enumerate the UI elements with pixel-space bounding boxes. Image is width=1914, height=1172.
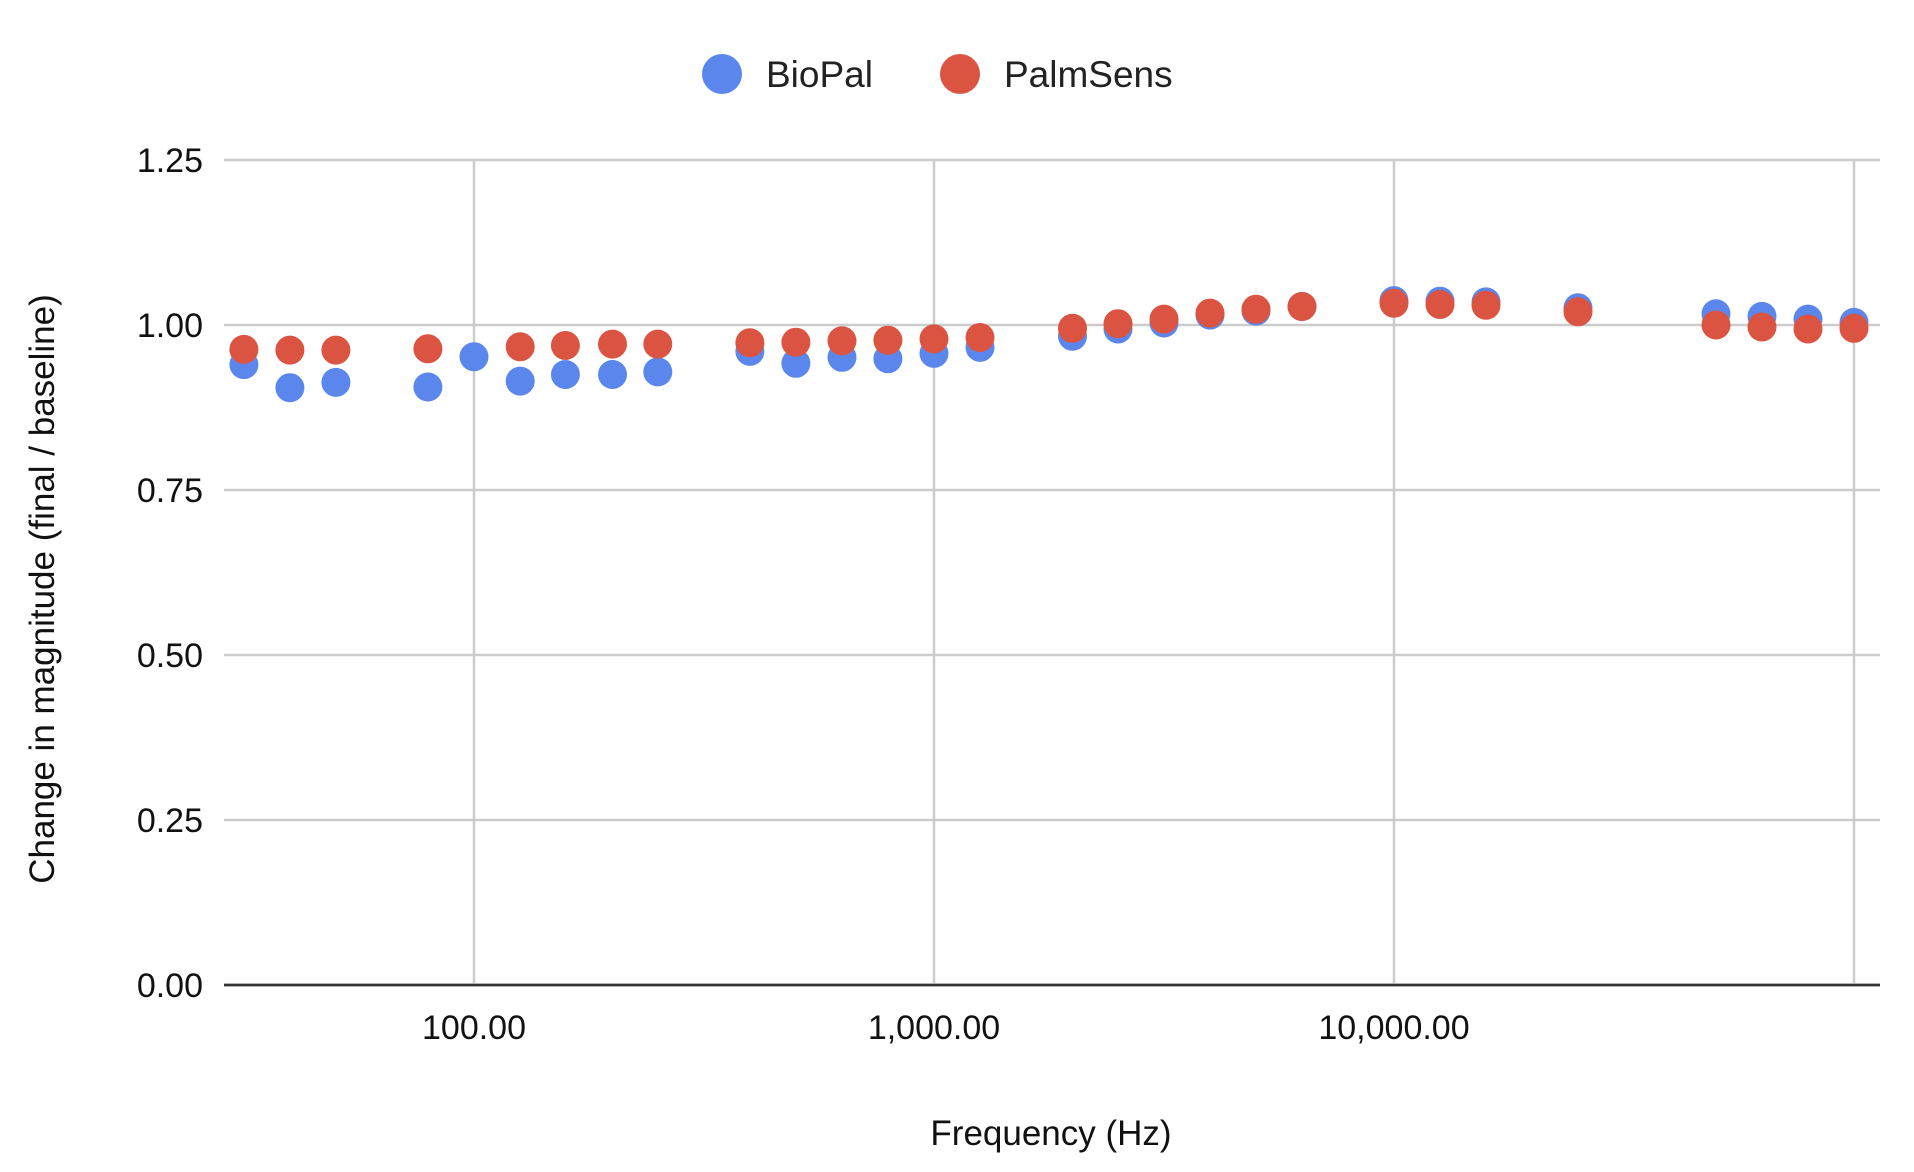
legend-label-palmsens: PalmSens <box>1004 54 1173 95</box>
data-point-biopal <box>459 342 489 372</box>
x-tick-label: 100.00 <box>422 1009 526 1047</box>
data-point-palmsens <box>505 332 535 362</box>
x-tick-label: 1,000.00 <box>868 1009 1000 1047</box>
legend-marker-biopal <box>702 54 742 94</box>
data-point-palmsens <box>413 334 443 364</box>
y-axis-title: Change in magnitude (final / baseline) <box>23 294 62 884</box>
data-point-palmsens <box>873 325 903 355</box>
x-tick-label: 10,000.00 <box>1318 1009 1469 1047</box>
data-point-palmsens <box>550 331 580 360</box>
data-point-biopal <box>550 360 580 389</box>
data-point-palmsens <box>1241 294 1271 324</box>
data-point-palmsens <box>1471 290 1501 320</box>
data-point-palmsens <box>1103 309 1133 339</box>
x-axis-ticks: 100.00 1,000.00 10,000.00 <box>422 1009 1470 1047</box>
data-point-biopal <box>505 366 535 396</box>
data-point-palmsens <box>1839 313 1869 343</box>
data-point-biopal <box>781 348 811 378</box>
y-tick-label: 0.25 <box>137 802 203 840</box>
data-point-biopal <box>643 357 673 387</box>
data-point-palmsens <box>919 324 949 354</box>
data-point-palmsens <box>321 335 351 365</box>
data-point-palmsens <box>1425 290 1455 319</box>
data-point-palmsens <box>1149 304 1179 334</box>
legend: BioPal PalmSens <box>702 54 1173 95</box>
data-point-palmsens <box>1058 313 1087 343</box>
data-point-biopal <box>321 367 351 397</box>
y-tick-label: 0.75 <box>137 472 203 510</box>
data-points <box>229 286 1869 403</box>
data-point-palmsens <box>1379 288 1409 318</box>
data-point-palmsens <box>1701 310 1731 340</box>
data-point-palmsens <box>827 326 857 356</box>
data-point-palmsens <box>1563 297 1593 327</box>
data-point-palmsens <box>781 327 811 357</box>
data-point-palmsens <box>735 328 765 358</box>
data-point-biopal <box>413 372 443 402</box>
y-tick-label: 0.00 <box>137 967 203 1005</box>
data-point-palmsens <box>1793 314 1823 344</box>
y-tick-label: 1.00 <box>137 307 203 345</box>
data-point-palmsens <box>1195 298 1225 328</box>
data-point-palmsens <box>275 335 305 365</box>
data-point-palmsens <box>1287 292 1317 321</box>
y-tick-label: 0.50 <box>137 637 203 675</box>
x-axis-title: Frequency (Hz) <box>930 1114 1171 1153</box>
gridlines <box>224 158 1880 987</box>
legend-label-biopal: BioPal <box>766 54 873 95</box>
data-point-biopal <box>598 360 627 389</box>
y-axis-ticks: 0.00 0.25 0.50 0.75 1.00 1.25 <box>137 142 203 1005</box>
data-point-palmsens <box>965 323 995 352</box>
data-point-palmsens <box>1747 312 1777 342</box>
y-tick-label: 1.25 <box>137 142 203 180</box>
legend-marker-palmsens <box>940 54 980 94</box>
data-point-biopal <box>275 373 305 403</box>
data-point-palmsens <box>229 334 259 364</box>
data-point-palmsens <box>598 329 627 359</box>
data-point-palmsens <box>643 329 673 359</box>
